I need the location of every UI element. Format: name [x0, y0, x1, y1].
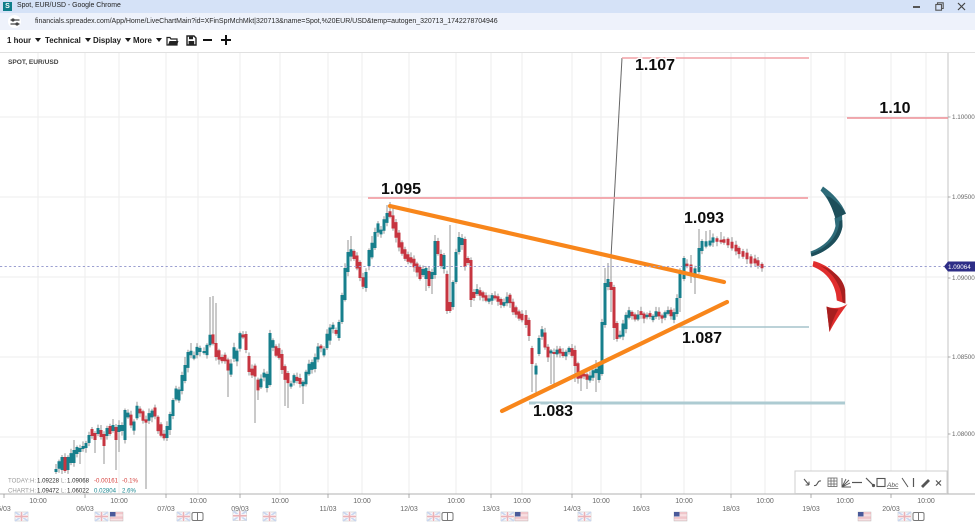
- svg-text:09/03: 09/03: [231, 506, 249, 513]
- svg-text:1.083: 1.083: [533, 403, 573, 420]
- svg-text:1.06022: 1.06022: [67, 488, 90, 495]
- svg-text:14/03: 14/03: [563, 506, 581, 513]
- svg-text:10:00: 10:00: [189, 498, 207, 505]
- svg-text:1.09000: 1.09000: [952, 275, 975, 282]
- svg-text:11/03: 11/03: [320, 506, 337, 513]
- svg-text:1.10000: 1.10000: [952, 114, 975, 121]
- svg-text:1.09068: 1.09068: [67, 478, 90, 485]
- svg-text:10:00: 10:00: [917, 498, 935, 505]
- svg-text:12/03: 12/03: [400, 506, 418, 513]
- svg-text:20/03: 20/03: [882, 506, 900, 513]
- svg-text:1.10: 1.10: [879, 100, 910, 117]
- svg-text:19/03: 19/03: [802, 506, 820, 513]
- svg-text:10:00: 10:00: [29, 498, 47, 505]
- svg-text:10:00: 10:00: [592, 498, 610, 505]
- svg-text:18/03: 18/03: [722, 506, 740, 513]
- svg-text:SPOT, EUR/USD: SPOT, EUR/USD: [8, 59, 59, 66]
- svg-text:1.09500: 1.09500: [952, 194, 975, 201]
- svg-text:L:: L:: [61, 478, 66, 485]
- svg-text:10:00: 10:00: [513, 498, 531, 505]
- svg-text:1.095: 1.095: [381, 181, 421, 198]
- svg-text:1.09064: 1.09064: [948, 264, 971, 271]
- svg-text:10:00: 10:00: [756, 498, 774, 505]
- svg-text:1.09472: 1.09472: [37, 488, 60, 495]
- svg-text:06/03: 06/03: [76, 506, 94, 513]
- svg-text:07/03: 07/03: [157, 506, 175, 513]
- svg-text:1.09228: 1.09228: [37, 478, 60, 485]
- svg-text:1.087: 1.087: [682, 330, 722, 347]
- svg-text:13/03: 13/03: [482, 506, 500, 513]
- svg-text:10:00: 10:00: [271, 498, 289, 505]
- svg-text:5/03: 5/03: [0, 506, 11, 513]
- svg-text:0.02804: 0.02804: [94, 488, 117, 495]
- svg-text:10:00: 10:00: [353, 498, 371, 505]
- svg-text:1.093: 1.093: [684, 210, 724, 227]
- svg-text:10:00: 10:00: [110, 498, 128, 505]
- svg-text:CHART:: CHART:: [8, 488, 30, 495]
- svg-text:1.107: 1.107: [635, 57, 675, 74]
- svg-text:TODAY:: TODAY:: [8, 478, 30, 485]
- svg-text:1.08000: 1.08000: [952, 431, 975, 438]
- svg-text:2.6%: 2.6%: [122, 488, 136, 495]
- svg-text:H:: H:: [30, 488, 36, 495]
- svg-text:16/03: 16/03: [632, 506, 650, 513]
- svg-text:Abc: Abc: [886, 482, 899, 489]
- svg-text:-0.1%: -0.1%: [122, 478, 139, 485]
- svg-text:10:00: 10:00: [447, 498, 465, 505]
- svg-text:L:: L:: [61, 488, 66, 495]
- svg-text:-0.00161: -0.00161: [94, 478, 119, 485]
- svg-text:1.08500: 1.08500: [952, 354, 975, 361]
- svg-text:10:00: 10:00: [675, 498, 693, 505]
- svg-text:10:00: 10:00: [836, 498, 854, 505]
- svg-text:H:: H:: [30, 478, 36, 485]
